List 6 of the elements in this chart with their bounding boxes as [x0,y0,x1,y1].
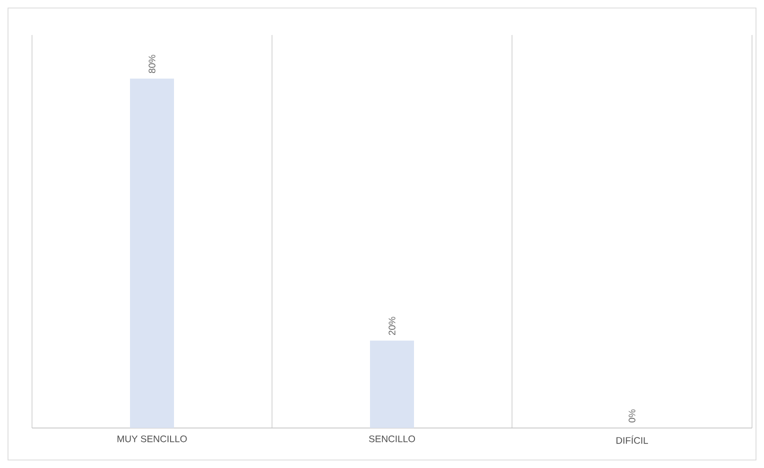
data-label: 20% [388,316,396,335]
x-tick-label: MUY SENCILLO [118,436,187,442]
data-label: 0% [628,409,636,422]
x-tick-label: SENCILLO [369,436,415,442]
x-tick-label: DIFÍCIL [616,435,648,444]
data-label: 80% [148,54,156,74]
